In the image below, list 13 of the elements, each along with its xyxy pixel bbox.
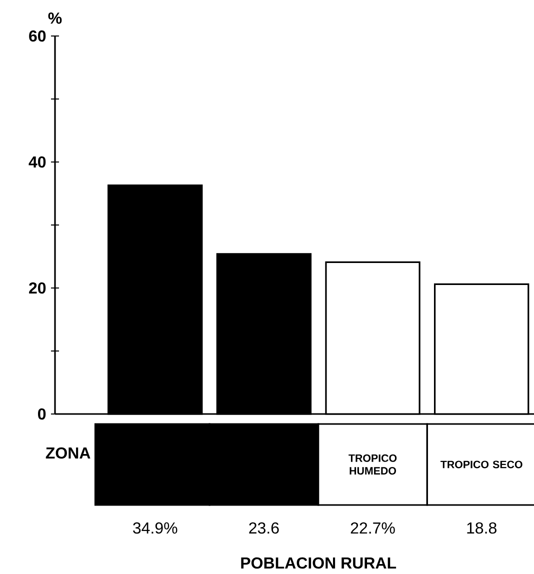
x-axis-title: ZONA (46, 447, 90, 459)
text: POBLACION RURAL (241, 557, 396, 569)
y-tick-label: 40 (28, 156, 46, 168)
x-tick-label: TROPICO SECO (440, 460, 522, 468)
text: 23.6 (249, 522, 279, 534)
y-tick-label: 20 (29, 282, 46, 294)
y-axis-title: % (48, 12, 62, 24)
y-tick-label: 60 (29, 30, 46, 42)
text: 22.7% (350, 522, 395, 534)
y-tick-label: 0 (38, 408, 46, 420)
text: 34.9% (133, 522, 178, 534)
x-tick-label: TROPICO HUMEDO (348, 454, 397, 475)
text: 18.8 (467, 522, 496, 534)
